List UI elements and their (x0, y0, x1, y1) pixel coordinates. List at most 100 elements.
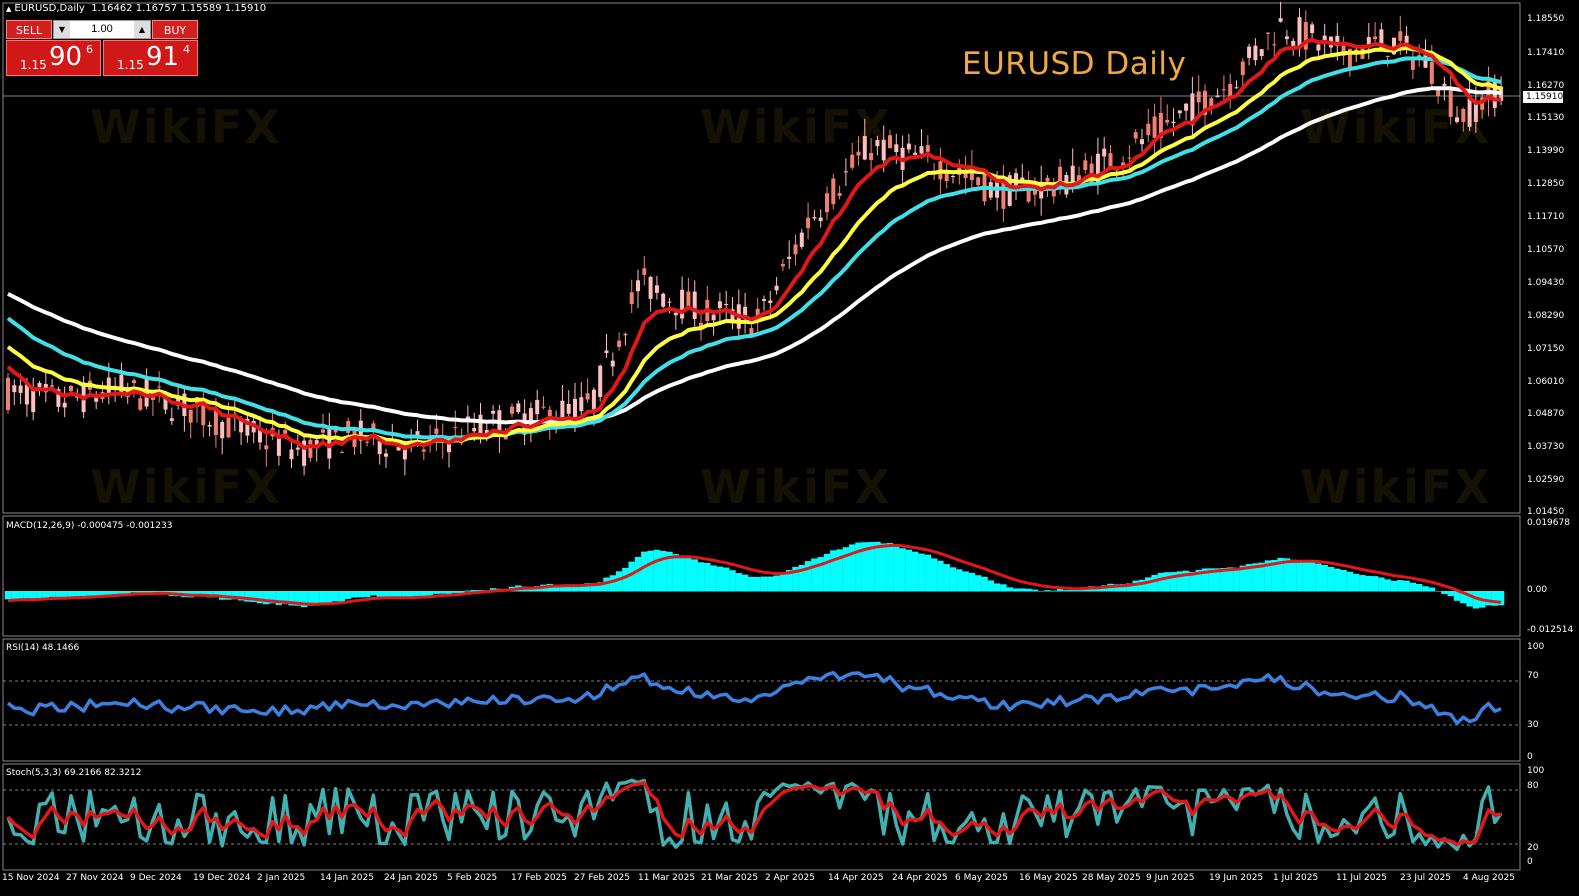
macd-hist-bar (767, 576, 774, 592)
candle-body (459, 442, 464, 444)
price-tick: 1.11710 (1527, 212, 1565, 222)
candle-body (856, 151, 861, 156)
lot-size-input[interactable] (72, 21, 132, 38)
candle-body (220, 422, 225, 439)
candle-body (1140, 139, 1144, 145)
candle-body (1221, 89, 1226, 91)
macd-hist-bar (710, 565, 717, 592)
sell-button[interactable]: SELL (6, 20, 52, 39)
price-tick: 1.17410 (1527, 48, 1565, 58)
candle-body (743, 306, 748, 320)
macd-hist-bar (130, 591, 138, 593)
candle-body (579, 397, 584, 412)
macd-hist-bar (1371, 576, 1379, 592)
macd-hist-bar (1208, 568, 1215, 592)
watermark-text: WikiFX (90, 100, 282, 154)
candle-body (1240, 61, 1245, 76)
candle-body (1316, 44, 1321, 51)
macd-hist-bar (67, 591, 75, 597)
lot-increase-icon[interactable]: ▲ (134, 21, 150, 38)
rsi-line (6, 670, 1502, 726)
candle-body (1146, 123, 1151, 136)
macd-hist-bar (849, 544, 856, 592)
price-tick: 1.12850 (1527, 179, 1565, 189)
macd-hist-bar (1145, 577, 1152, 592)
macd-hist-bar (741, 574, 749, 592)
buy-price-box[interactable]: 1.15 91 4 (103, 40, 198, 76)
candle-body (94, 397, 99, 402)
candle-body (1410, 59, 1415, 70)
date-tick: 2 Jan 2025 (257, 873, 306, 883)
price-tick: 1.08290 (1527, 311, 1565, 321)
macd-hist-bar (326, 591, 333, 604)
sell-price-prefix: 1.15 (20, 58, 47, 72)
macd-hist-bar (11, 591, 18, 599)
macd-hist-bar (1025, 588, 1032, 592)
candle-body (472, 428, 477, 432)
date-tick: 2 Apr 2025 (765, 873, 815, 883)
candle-body (371, 423, 376, 430)
candle-body (1045, 177, 1050, 182)
macd-hist-bar (376, 591, 383, 597)
candle-body (1322, 35, 1327, 41)
candle-body (560, 400, 565, 421)
candle-body (24, 384, 29, 405)
macd-hist-bar (1460, 591, 1467, 604)
candle-body (730, 309, 735, 324)
macd-hist-bar (1315, 563, 1322, 592)
macd-hist-bar (1308, 561, 1316, 592)
candle-body (667, 301, 672, 303)
macd-hist-bar (628, 561, 635, 592)
macd-hist-bar (748, 576, 755, 592)
macd-hist-bar (905, 549, 913, 592)
candle-body (1379, 29, 1384, 48)
macd-hist-bar (855, 542, 862, 592)
candle-body (327, 426, 332, 459)
buy-price-sup: 4 (183, 43, 190, 56)
candle-body (119, 374, 124, 394)
macd-hist-bar (1472, 591, 1480, 609)
candle-body (6, 377, 10, 410)
macd-hist-bar (414, 591, 421, 597)
macd-hist-bar (1239, 565, 1246, 592)
macd-hist-bar (603, 577, 610, 592)
candle-body (106, 377, 111, 394)
candle-body (283, 429, 288, 436)
macd-hist-bar (634, 556, 642, 592)
buy-button[interactable]: BUY (152, 20, 198, 39)
macd-hist-bar (1195, 569, 1202, 592)
macd-hist-bar (74, 591, 81, 597)
macd-hist-bar (641, 551, 648, 592)
candle-body (1184, 103, 1189, 111)
date-tick: 23 Jul 2025 (1400, 873, 1451, 883)
macd-hist-bar (200, 591, 207, 596)
macd-hist-bar (382, 591, 390, 598)
macd-hist-bar (1113, 584, 1120, 592)
candle-body (1335, 35, 1340, 47)
candle-body (37, 382, 42, 387)
candle-body (831, 178, 836, 205)
macd-hist-bar (363, 591, 371, 598)
candle-body (264, 445, 269, 450)
macd-hist-bar (1220, 567, 1228, 592)
macd-hist-bar (313, 591, 320, 606)
sell-price-box[interactable]: 1.15 90 6 (6, 40, 101, 76)
macd-hist-bar (426, 591, 434, 596)
macd-hist-bar (1428, 587, 1435, 592)
candle-body (321, 429, 325, 433)
candle-body (724, 303, 729, 305)
candle-body (951, 176, 955, 178)
candle-body (239, 420, 244, 433)
macd-hist-bar (86, 591, 94, 596)
lot-decrease-icon[interactable]: ▼ (54, 21, 70, 38)
candle-body (1032, 190, 1037, 195)
candle-body (201, 398, 206, 426)
macd-hist-bar (609, 575, 616, 592)
candle-body (447, 442, 451, 453)
candle-body (850, 154, 855, 168)
price-tick: 1.09430 (1527, 278, 1565, 288)
rsi-tick: 100 (1527, 642, 1545, 652)
candle-body (195, 397, 199, 408)
candle-body (541, 406, 546, 408)
